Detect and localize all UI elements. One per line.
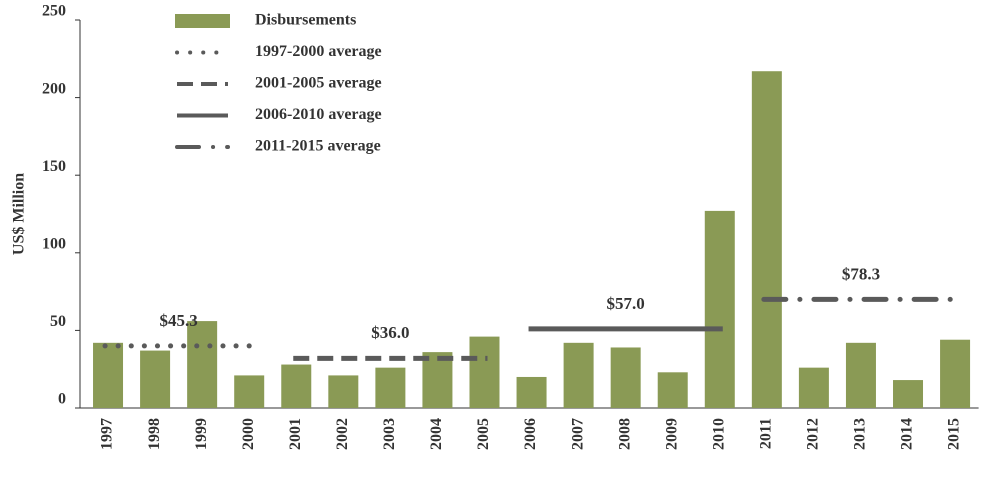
x-tick-label: 2008 [616, 418, 633, 450]
bar [516, 376, 547, 408]
bar [281, 364, 312, 408]
y-axis-label: US$ Million [11, 173, 28, 255]
bar [940, 339, 971, 408]
x-tick-label: 2012 [805, 418, 822, 450]
y-tick-label: 100 [42, 235, 66, 252]
bar [328, 375, 359, 408]
y-tick-label: 50 [50, 313, 66, 330]
x-tick-label: 2015 [946, 418, 963, 450]
legend-label: 2006-2010 average [255, 106, 382, 123]
x-tick-label: 2006 [522, 418, 539, 450]
bar [563, 342, 594, 408]
bar [798, 367, 829, 408]
x-tick-label: 2004 [428, 418, 445, 450]
bar [751, 71, 782, 408]
x-tick-label: 1998 [146, 418, 163, 450]
x-tick-label: 2007 [569, 418, 586, 450]
legend-label: Disbursements [255, 12, 356, 29]
y-tick-label: 250 [42, 3, 66, 20]
bar [845, 342, 876, 408]
x-tick-label: 2010 [710, 418, 727, 450]
bar [469, 336, 500, 408]
bar [140, 350, 171, 408]
x-tick-label: 2001 [287, 418, 304, 450]
bar [375, 367, 406, 408]
average-annotation: $36.0 [371, 323, 409, 342]
x-tick-label: 1999 [193, 418, 210, 450]
legend-label: 2001-2005 average [255, 75, 382, 92]
x-tick-label: 2000 [240, 418, 257, 450]
legend-swatch [175, 14, 230, 28]
bar [93, 342, 124, 408]
average-annotation: $45.3 [159, 311, 197, 330]
x-tick-label: 2005 [475, 418, 492, 450]
bar [704, 210, 735, 408]
average-annotation: $78.3 [842, 264, 880, 283]
bar [610, 347, 641, 408]
bar [657, 372, 688, 408]
x-tick-label: 2014 [899, 418, 916, 450]
bar [187, 321, 218, 408]
average-annotation: $57.0 [607, 294, 645, 313]
y-tick-label: 200 [42, 80, 66, 97]
bar [422, 352, 453, 408]
x-tick-label: 2011 [758, 418, 775, 449]
x-tick-label: 2009 [663, 418, 680, 450]
legend-label: 2011-2015 average [255, 138, 381, 155]
legend-label: 1997-2000 average [255, 43, 382, 60]
x-tick-label: 1997 [99, 418, 116, 450]
x-tick-label: 2013 [852, 418, 869, 450]
bar [234, 375, 265, 408]
x-tick-label: 2002 [334, 418, 351, 450]
x-tick-label: 2003 [381, 418, 398, 450]
y-tick-label: 150 [42, 158, 66, 175]
y-tick-label: 0 [58, 391, 66, 408]
bar [893, 380, 924, 408]
